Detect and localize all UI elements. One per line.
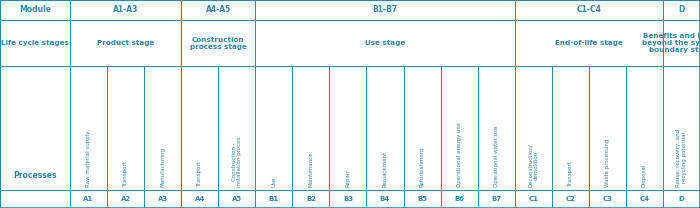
Bar (663, 190, 700, 208)
Text: B5: B5 (417, 196, 427, 202)
Bar (218, 66, 256, 190)
Bar (477, 66, 514, 190)
Bar (256, 0, 514, 20)
Text: B6: B6 (454, 196, 464, 202)
Text: Raw material supply: Raw material supply (86, 130, 91, 187)
Bar (440, 190, 477, 208)
Text: Operational energy use: Operational energy use (456, 122, 461, 187)
Text: A2: A2 (120, 196, 131, 202)
Text: Transport: Transport (123, 161, 128, 187)
Text: A1: A1 (83, 196, 94, 202)
Text: Product stage: Product stage (97, 40, 154, 46)
Bar (367, 66, 403, 190)
Bar (477, 190, 514, 208)
Bar (514, 0, 663, 20)
Text: Processes: Processes (13, 171, 57, 180)
Text: Reuse, recovery, and
recycling potential: Reuse, recovery, and recycling potential (676, 129, 687, 187)
Bar (403, 190, 440, 208)
Text: Replacement: Replacement (382, 151, 388, 187)
Text: B4: B4 (380, 196, 390, 202)
Text: End-of-life stage: End-of-life stage (555, 40, 623, 46)
Bar (256, 66, 293, 190)
Bar (589, 66, 626, 190)
Text: Module: Module (19, 5, 51, 15)
Bar (626, 190, 663, 208)
Text: C4: C4 (639, 196, 650, 202)
Bar (330, 66, 367, 190)
Bar (181, 20, 256, 66)
Text: D: D (678, 196, 685, 202)
Text: Transport: Transport (568, 161, 573, 187)
Text: B3: B3 (343, 196, 353, 202)
Text: B7: B7 (491, 196, 501, 202)
Bar (514, 190, 552, 208)
Text: Manufacturing: Manufacturing (160, 147, 165, 187)
Text: C1: C1 (528, 196, 538, 202)
Bar (293, 66, 330, 190)
Bar (181, 190, 218, 208)
Bar (514, 66, 552, 190)
Bar (144, 190, 181, 208)
Text: A3: A3 (158, 196, 168, 202)
Text: Maintenance: Maintenance (309, 151, 314, 187)
Text: Disposal: Disposal (642, 164, 647, 187)
Bar (330, 190, 367, 208)
Bar (663, 20, 700, 66)
Bar (181, 66, 218, 190)
Bar (663, 66, 700, 190)
Bar (514, 20, 663, 66)
Text: C2: C2 (566, 196, 575, 202)
Text: B1: B1 (269, 196, 279, 202)
Bar (0, 66, 70, 190)
Bar (0, 0, 70, 20)
Text: D: D (678, 5, 685, 15)
Bar (552, 66, 589, 190)
Text: B1-B7: B1-B7 (372, 5, 398, 15)
Bar (293, 190, 330, 208)
Bar (256, 20, 514, 66)
Text: Refurbishment: Refurbishment (419, 146, 425, 187)
Bar (144, 66, 181, 190)
Bar (70, 20, 181, 66)
Text: Repair: Repair (345, 169, 351, 187)
Bar (626, 66, 663, 190)
Bar (107, 190, 144, 208)
Bar (552, 190, 589, 208)
Text: Benefits and loads
beyond the system
boundary stage: Benefits and loads beyond the system bou… (643, 33, 700, 53)
Bar (218, 190, 256, 208)
Bar (589, 190, 626, 208)
Text: A1-A3: A1-A3 (113, 5, 139, 15)
Bar (0, 20, 70, 66)
Bar (440, 66, 477, 190)
Bar (70, 66, 107, 190)
Bar (367, 190, 403, 208)
Text: Transport: Transport (197, 161, 202, 187)
Text: A4: A4 (195, 196, 205, 202)
Text: Construction -
installation proces: Construction - installation proces (232, 136, 242, 187)
Text: Deconstruction/
demolition: Deconstruction/ demolition (528, 143, 538, 187)
Bar (0, 190, 70, 208)
Text: Waste processing: Waste processing (605, 139, 610, 187)
Text: C3: C3 (603, 196, 612, 202)
Bar (70, 190, 107, 208)
Bar (256, 190, 293, 208)
Text: Use: Use (272, 177, 276, 187)
Bar (70, 0, 181, 20)
Bar (663, 0, 700, 20)
Text: Life cycle stages: Life cycle stages (1, 40, 69, 46)
Text: Operational water use: Operational water use (494, 126, 498, 187)
Bar (107, 66, 144, 190)
Bar (181, 0, 256, 20)
Text: Construction
process stage: Construction process stage (190, 36, 246, 50)
Text: Use stage: Use stage (365, 40, 405, 46)
Bar (403, 66, 440, 190)
Text: B2: B2 (306, 196, 316, 202)
Text: A4-A5: A4-A5 (206, 5, 231, 15)
Text: A5: A5 (232, 196, 242, 202)
Text: C1-C4: C1-C4 (576, 5, 601, 15)
